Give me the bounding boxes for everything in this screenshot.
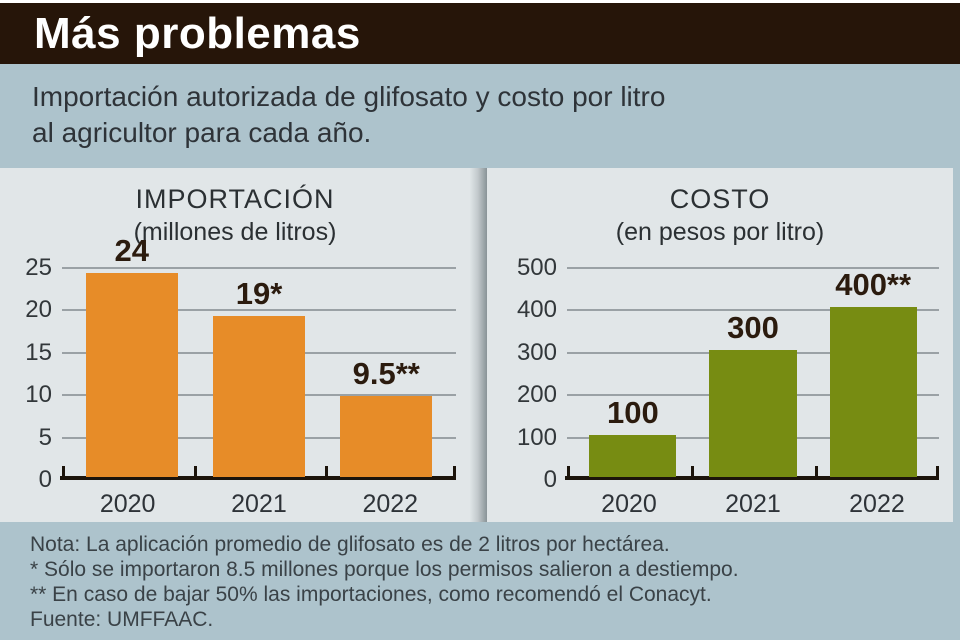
y-tick-label: 15 (25, 338, 52, 366)
gridline (567, 309, 939, 312)
cost-chart-subtitle: (en pesos por litro) (615, 218, 825, 246)
value-label: 100 (606, 394, 659, 430)
x-axis-tick (453, 466, 456, 476)
x-axis-tick (324, 466, 328, 476)
note-line: ** En caso de bajar 50% las importacione… (30, 583, 712, 606)
note-line: * Sólo se importaron 8.5 millones porque… (30, 558, 739, 581)
bar-2021 (212, 315, 306, 477)
y-tick-label: 10 (25, 381, 52, 409)
x-axis-tick (815, 466, 819, 476)
x-axis-tick (193, 466, 197, 476)
note-line: Nota: La aplicación promedio de glifosat… (30, 533, 670, 556)
subtitle: Importación autorizada de glifosato y co… (0, 64, 960, 168)
import-plot-area: 24 2020 19* 2021 9.5** 2022 (60, 233, 456, 518)
cost-chart-title: COSTO (669, 184, 771, 214)
panel-divider (470, 168, 487, 522)
x-category-label: 2022 (849, 490, 905, 518)
y-tick-label: 5 (38, 423, 52, 451)
value-label: 300 (727, 309, 779, 345)
x-category-label: 2022 (362, 490, 419, 518)
x-axis (60, 476, 456, 480)
cost-chart-panel: COSTO (en pesos por litro) 0 100 200 300 400… (487, 168, 953, 522)
x-category-label: 2021 (725, 490, 781, 518)
x-category-label: 2020 (601, 490, 657, 518)
y-tick-label: 20 (25, 296, 52, 324)
x-category-label: 2020 (99, 490, 156, 518)
y-tick-label: 500 (516, 254, 557, 281)
gridline (62, 267, 456, 269)
x-axis (565, 476, 939, 480)
bar-2022 (340, 396, 433, 477)
bar-2021 (709, 349, 797, 477)
page-title: Más problemas (34, 8, 361, 58)
import-plot: 0 5 10 15 20 25 24 2020 19* 2021 9.5** 2022 (0, 233, 460, 518)
y-tick-label: 100 (516, 423, 557, 451)
y-tick-label: 400 (516, 296, 557, 324)
import-chart-subtitle: (millones de litros) (133, 218, 337, 246)
value-label: 9.5** (352, 356, 420, 392)
bar-2022 (829, 307, 917, 477)
header: Más problemas (0, 3, 960, 64)
y-tick-label: 25 (25, 254, 52, 281)
x-axis-tick (62, 466, 65, 476)
gridline (62, 309, 456, 312)
import-y-axis-labels: 0 5 10 15 20 25 (0, 255, 56, 493)
value-label: 400** (835, 267, 912, 303)
value-label: 24 (114, 233, 149, 269)
source-line: Fuente: UMFFAAC. (30, 608, 214, 631)
cost-plot-area: 100 2020 300 2021 400** 2022 (565, 267, 939, 518)
x-axis-tick (567, 466, 570, 476)
bar-2020 (85, 273, 178, 477)
charts-row: IMPORTACIÓN (millones de litros) 0 5 10 15 2… (0, 168, 960, 522)
import-chart-title: IMPORTACIÓN (135, 184, 335, 214)
gridline (567, 267, 939, 269)
y-tick-label: 0 (543, 466, 557, 493)
bar-2020 (589, 434, 677, 477)
value-label: 19* (235, 275, 283, 311)
y-tick-label: 300 (516, 338, 557, 366)
cost-plot: 0 100 200 300 400 500 100 2020 300 2021 400** 2022 (487, 255, 943, 518)
subtitle-line-1: Importación autorizada de glifosato y co… (32, 81, 666, 112)
x-axis-tick (936, 466, 939, 476)
y-tick-label: 200 (516, 381, 557, 409)
cost-y-axis-labels: 0 100 200 300 400 500 (487, 255, 561, 493)
notes: Nota: La aplicación promedio de glifosat… (0, 522, 960, 632)
x-axis-tick (691, 466, 695, 476)
x-category-label: 2021 (231, 490, 287, 518)
subtitle-line-2: al agricultor para cada año. (32, 117, 372, 148)
y-tick-label: 0 (38, 466, 52, 493)
import-chart-panel: IMPORTACIÓN (millones de litros) 0 5 10 15 2… (0, 168, 470, 522)
